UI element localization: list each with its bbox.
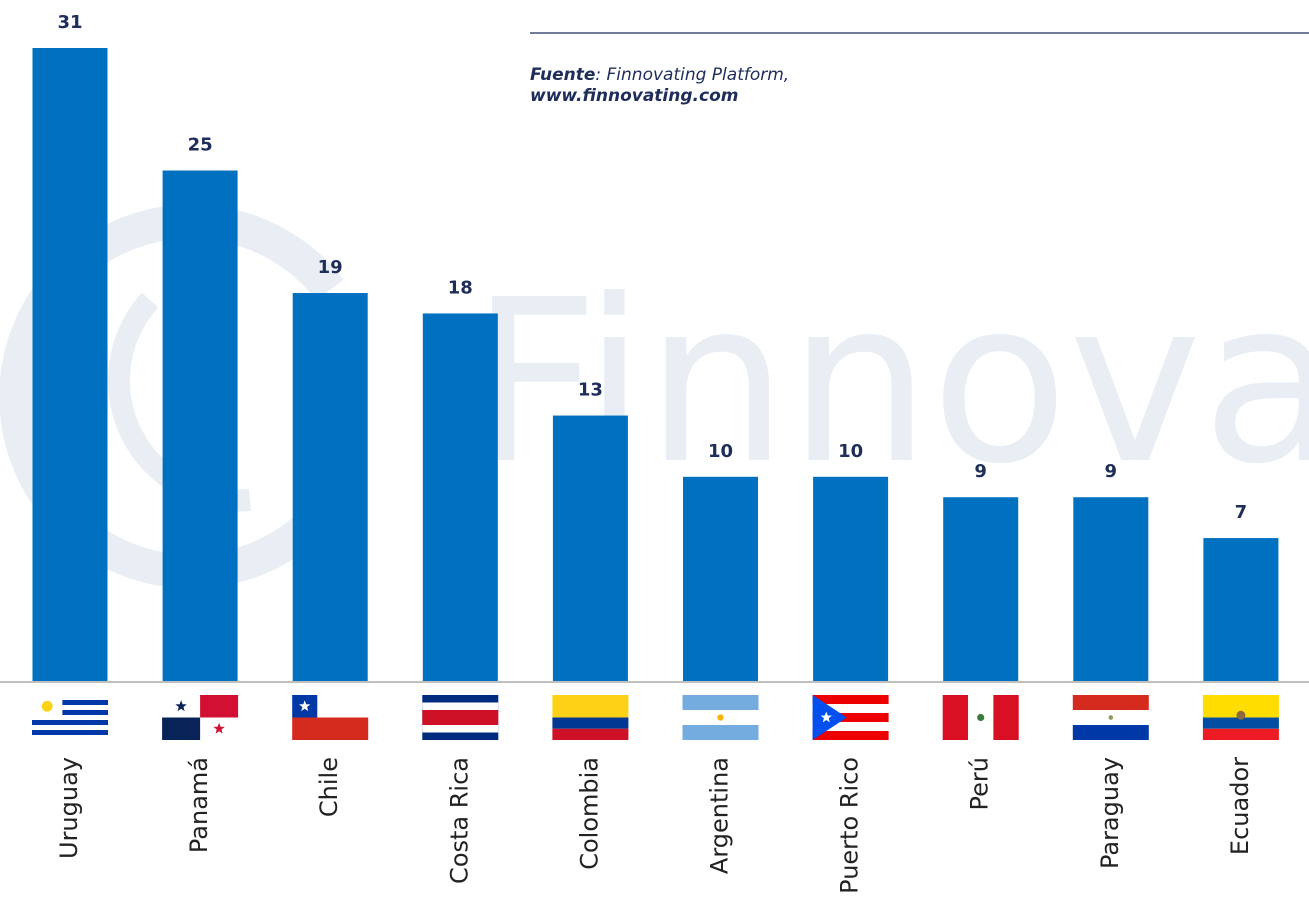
flag-part <box>812 731 889 740</box>
flag-part <box>812 695 847 740</box>
value-label: 9 <box>1105 461 1118 482</box>
flag-part <box>812 704 889 713</box>
x-tick-label: Perú <box>966 757 994 810</box>
x-tick-label: Panamá <box>185 757 213 853</box>
flag-part <box>1072 725 1149 740</box>
x-tick-label: Argentina <box>706 757 734 874</box>
x-tick-label: Costa Rica <box>445 757 473 884</box>
flag-part <box>977 713 985 722</box>
flag-part <box>1202 717 1279 729</box>
flag-part <box>1202 695 1279 718</box>
bars <box>32 48 1279 682</box>
flag-part <box>32 730 108 735</box>
bar <box>162 170 238 682</box>
bar <box>683 476 758 681</box>
value-label: 13 <box>578 380 603 401</box>
flag-part <box>717 714 724 721</box>
flag-part <box>812 713 889 722</box>
x-tick-label: Chile <box>315 757 343 817</box>
flag-part <box>292 717 369 740</box>
value-label: 10 <box>708 441 733 462</box>
flag <box>292 695 369 740</box>
flag-part <box>32 720 108 725</box>
flag-part <box>1202 728 1279 740</box>
bar <box>552 415 628 681</box>
flag-part <box>1108 715 1114 720</box>
flag <box>422 695 499 740</box>
source-url: www.finnovating.com <box>530 86 738 106</box>
flag <box>552 695 629 740</box>
flag-part <box>299 700 311 712</box>
source: Fuente: Finnovating Platform, www.finnova… <box>530 65 789 106</box>
bar <box>292 293 368 681</box>
flag <box>32 695 108 740</box>
flag-part <box>32 700 108 705</box>
source-label: Fuente <box>530 65 595 85</box>
value-label: 7 <box>1235 502 1248 523</box>
flag-part <box>552 717 629 729</box>
flag-part <box>1072 695 1149 710</box>
flag <box>812 695 889 740</box>
flag-part <box>41 700 53 712</box>
flag-part <box>552 695 629 718</box>
value-label: 25 <box>188 135 213 156</box>
bar <box>943 497 1019 681</box>
flag <box>1072 695 1149 740</box>
value-label: 19 <box>318 257 343 278</box>
bar <box>422 313 498 681</box>
flag <box>682 695 759 740</box>
x-tick-label: Ecuador <box>1226 757 1254 855</box>
x-tick-label: Colombia <box>575 757 603 870</box>
x-tick-label: Paraguay <box>1096 757 1124 869</box>
value-label: 18 <box>448 277 473 298</box>
flag-part <box>1236 710 1246 720</box>
x-tick-label: Uruguay <box>55 757 83 859</box>
flag-part <box>32 710 108 715</box>
bar <box>32 48 108 681</box>
value-label: 9 <box>974 461 987 482</box>
flag <box>162 695 239 740</box>
flag <box>942 695 1019 740</box>
x-tick-label: Puerto Rico <box>836 757 864 894</box>
flag-part <box>820 711 832 723</box>
flag-part <box>213 722 225 734</box>
source-text: : Finnovating Platform, <box>595 65 789 85</box>
flag-part <box>812 695 889 704</box>
flag-part <box>162 717 201 740</box>
flag-part <box>200 695 239 718</box>
value-label: 10 <box>838 441 863 462</box>
flag-part <box>422 710 499 725</box>
flag <box>1202 695 1279 740</box>
flag-part <box>175 700 187 712</box>
bar <box>813 476 889 681</box>
flag-part <box>552 728 629 740</box>
bar <box>1203 538 1279 681</box>
value-label: 31 <box>57 12 82 33</box>
bar <box>1073 497 1149 681</box>
flag-part <box>812 722 889 731</box>
